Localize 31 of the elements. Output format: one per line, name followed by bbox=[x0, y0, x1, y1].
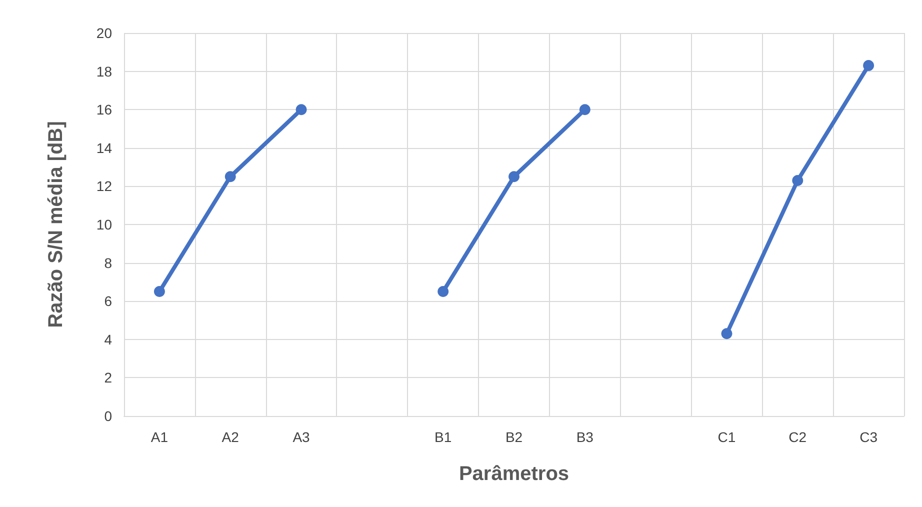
point bbox=[579, 104, 590, 116]
x-tick-label: A3 bbox=[292, 429, 310, 445]
point bbox=[296, 104, 307, 116]
y-tick-label: 2 bbox=[104, 370, 112, 386]
y-tick-label: 18 bbox=[96, 63, 112, 80]
x-tick-label: C2 bbox=[788, 429, 807, 445]
point bbox=[863, 60, 874, 72]
x-tick-label: B1 bbox=[434, 429, 452, 445]
y-tick-label: 0 bbox=[104, 408, 112, 424]
point bbox=[438, 286, 449, 298]
point bbox=[721, 328, 732, 340]
x-axis-title: Parâmetros bbox=[458, 463, 570, 485]
x-tick-label: C3 bbox=[860, 429, 878, 445]
x-tick-label: C1 bbox=[718, 429, 736, 445]
y-tick-label: 14 bbox=[96, 140, 112, 156]
point bbox=[792, 174, 804, 186]
y-tick-label: 6 bbox=[104, 293, 112, 310]
point bbox=[508, 171, 520, 182]
x-tick-label: A2 bbox=[222, 429, 240, 445]
y-tick-label: 12 bbox=[96, 178, 112, 194]
y-tick-label: 20 bbox=[96, 25, 112, 41]
y-tick-label: 8 bbox=[104, 254, 112, 271]
y-axis-title: Razão S/N média [dB] bbox=[45, 121, 67, 328]
x-tick-label: A1 bbox=[150, 429, 168, 445]
y-tick-label: 4 bbox=[104, 331, 112, 348]
x-tick-label: B3 bbox=[576, 429, 594, 445]
point bbox=[154, 286, 165, 298]
x-tick-label: B2 bbox=[505, 429, 523, 445]
y-tick-label: 16 bbox=[96, 102, 112, 118]
y-tick-label: 10 bbox=[96, 216, 112, 232]
point bbox=[224, 171, 236, 182]
